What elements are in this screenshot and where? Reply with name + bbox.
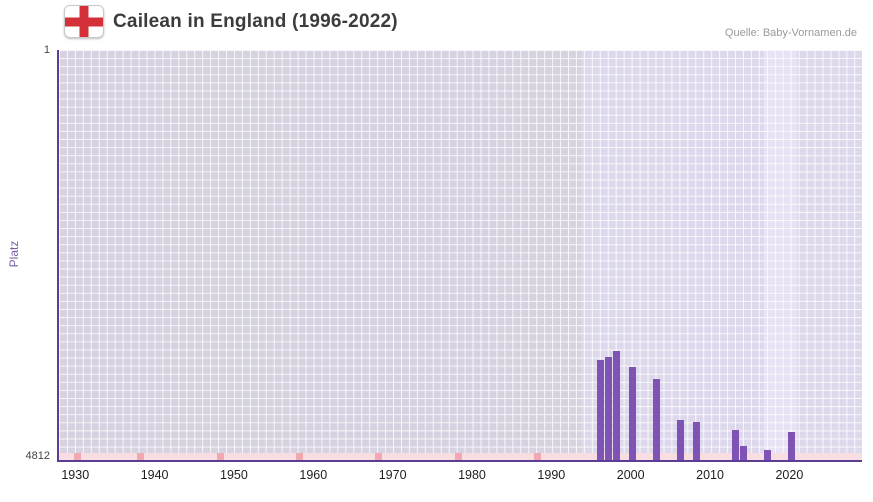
baseline-mark-1938 xyxy=(137,453,145,460)
bar-2013[interactable] xyxy=(732,430,740,460)
y-tick-top: 1 xyxy=(43,44,50,56)
baseline-mark-1930 xyxy=(73,453,81,460)
x-tick-label-1940: 1940 xyxy=(140,468,169,482)
bar-2020[interactable] xyxy=(787,431,795,460)
plot-region xyxy=(763,50,797,460)
bar-2003[interactable] xyxy=(652,378,660,460)
baseline-mark-1988 xyxy=(533,453,541,460)
chart-title: Cailean in England (1996-2022) xyxy=(113,11,398,32)
y-tick-bottom: 4812 xyxy=(25,450,50,462)
x-tick-label-1990: 1990 xyxy=(537,468,566,482)
baseline-strip xyxy=(59,453,862,460)
x-tick-label-1980: 1980 xyxy=(458,468,486,482)
bar-1997[interactable] xyxy=(605,356,613,460)
baseline-mark-1968 xyxy=(375,453,383,460)
bar-2014[interactable] xyxy=(740,446,748,460)
baseline-mark-1978 xyxy=(454,453,462,460)
x-tick-label-1930: 1930 xyxy=(61,468,90,482)
bar-2000[interactable] xyxy=(629,366,637,460)
bar-2006[interactable] xyxy=(676,419,684,460)
baseline-mark-1948 xyxy=(216,453,224,460)
flag-cross-horizontal xyxy=(65,17,103,26)
bar-1998[interactable] xyxy=(613,350,621,460)
source-credit: Quelle: Baby-Vornamen.de xyxy=(724,27,857,39)
plot-region xyxy=(59,50,582,460)
x-tick-label-1970: 1970 xyxy=(378,468,407,482)
plot-area xyxy=(57,50,862,462)
bar-2017[interactable] xyxy=(764,450,772,460)
x-tick-label-2010: 2010 xyxy=(696,468,724,482)
x-tick-label-1960: 1960 xyxy=(299,468,328,482)
bar-2008[interactable] xyxy=(692,422,700,460)
x-tick-label-1950: 1950 xyxy=(220,468,248,482)
england-flag-icon xyxy=(64,5,104,38)
bar-1996[interactable] xyxy=(597,360,605,460)
plot-region xyxy=(581,50,862,460)
x-tick-label-2020: 2020 xyxy=(775,468,804,482)
x-tick-label-2000: 2000 xyxy=(616,468,645,482)
baseline-mark-1958 xyxy=(295,453,303,460)
y-axis-title: Platz xyxy=(7,240,21,268)
